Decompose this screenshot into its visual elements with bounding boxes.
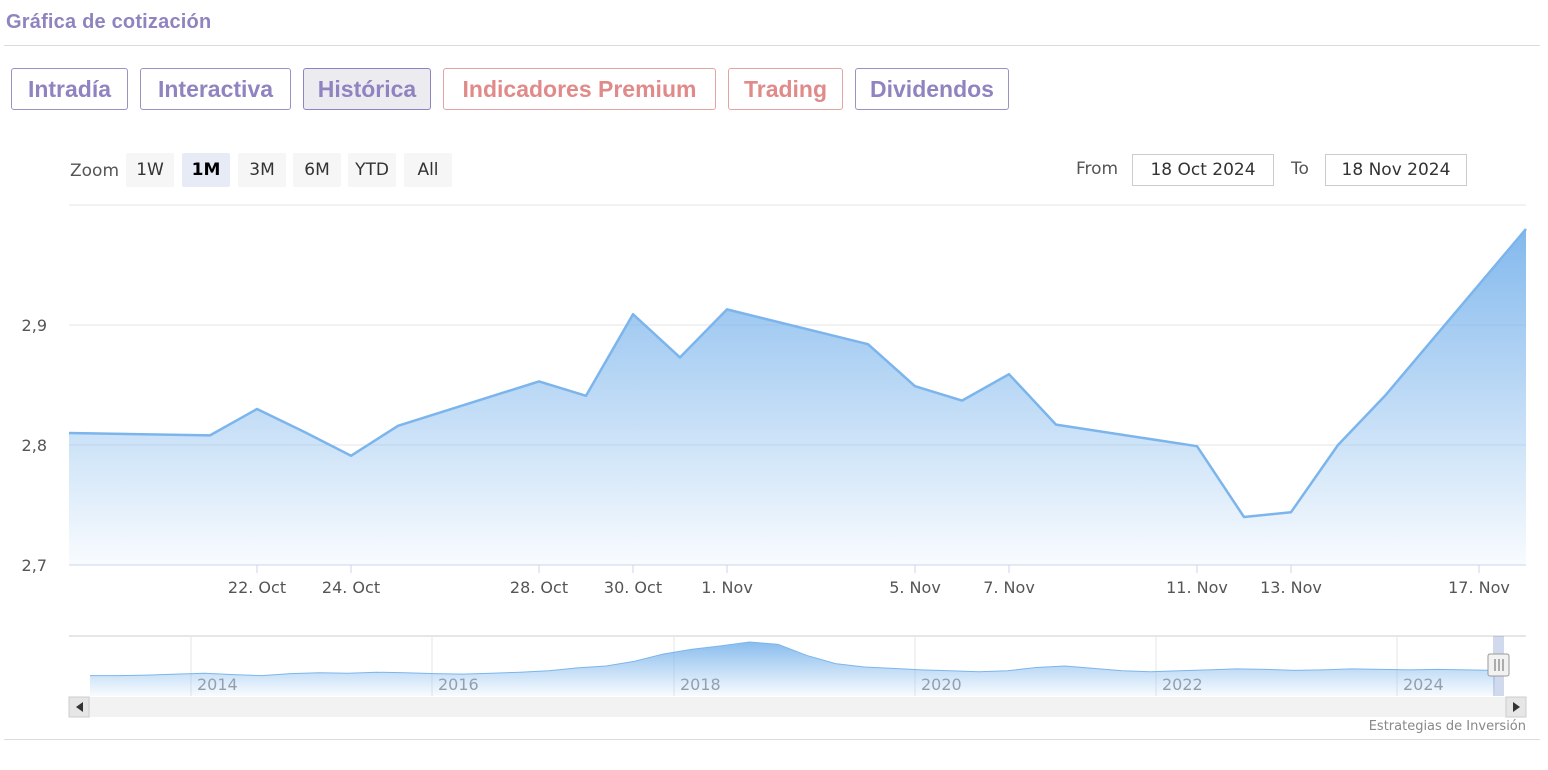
y-tick-label: 2,7 [22,556,47,575]
chevron-right-icon [1513,702,1520,712]
price-line [68,228,1527,519]
from-label: From [1076,159,1119,179]
x-tick-label: 1. Nov [701,578,753,597]
tab-historica[interactable]: Histórica [303,68,431,110]
zoom-label: Zoom [70,161,120,181]
navigator-area [90,642,1495,696]
y-tick-label: 2,8 [22,436,47,455]
x-tick-label: 13. Nov [1260,578,1322,597]
zoom-3m-button[interactable]: 3M [238,153,286,187]
scrollbar-track [69,697,1526,717]
from-date-input[interactable] [1132,154,1274,186]
to-label: To [1291,159,1309,179]
data-point [1289,510,1293,514]
x-tick-label: 5. Nov [889,578,941,597]
x-tick-label: 28. Oct [510,578,568,597]
data-point [1242,515,1246,519]
chart-credit: Estrategias de Inversión [1368,719,1526,734]
data-point [255,407,259,411]
data-point [1195,444,1199,448]
data-point [584,394,588,398]
data-point [725,307,729,311]
y-tick-label: 2,9 [22,316,47,335]
zoom-ytd-button[interactable]: YTD [348,153,396,187]
zoom-1w-button[interactable]: 1W [126,153,174,187]
data-point [1007,372,1011,376]
tab-indicadores-premium[interactable]: Indicadores Premium [443,68,716,110]
data-point [349,454,353,458]
x-tick-label: 17. Nov [1448,578,1510,597]
data-point [396,424,400,428]
data-point [866,342,870,346]
tab-trading[interactable]: Trading [728,68,843,110]
x-tick-label: 11. Nov [1166,578,1228,597]
data-point [302,430,306,434]
x-tick-label: 24. Oct [322,578,380,597]
x-tick-label: 7. Nov [983,578,1035,597]
data-point [631,312,635,316]
zoom-6m-button[interactable]: 6M [293,153,341,187]
data-point [1524,227,1528,231]
tab-interactiva[interactable]: Interactiva [140,68,291,110]
chevron-left-icon [76,702,83,712]
data-point [208,433,212,437]
data-point [1054,423,1058,427]
title-divider [4,45,1540,46]
to-date-input[interactable] [1325,154,1467,186]
tab-intradia[interactable]: Intradía [11,68,128,110]
x-tick-label: 22. Oct [228,578,286,597]
price-area [69,229,1526,565]
data-point [913,384,917,388]
data-point [678,355,682,359]
data-point [960,399,964,403]
data-point [537,379,541,383]
zoom-all-button[interactable]: All [404,153,452,187]
x-tick-label: 30. Oct [604,578,662,597]
data-point [1383,394,1387,398]
page-title: Gráfica de cotización [6,11,212,33]
data-point [1336,443,1340,447]
navigator-line [90,641,1496,677]
footer-divider [4,739,1540,740]
data-point [67,431,71,435]
zoom-1m-button[interactable]: 1M [182,153,230,187]
tab-dividendos[interactable]: Dividendos [855,68,1009,110]
